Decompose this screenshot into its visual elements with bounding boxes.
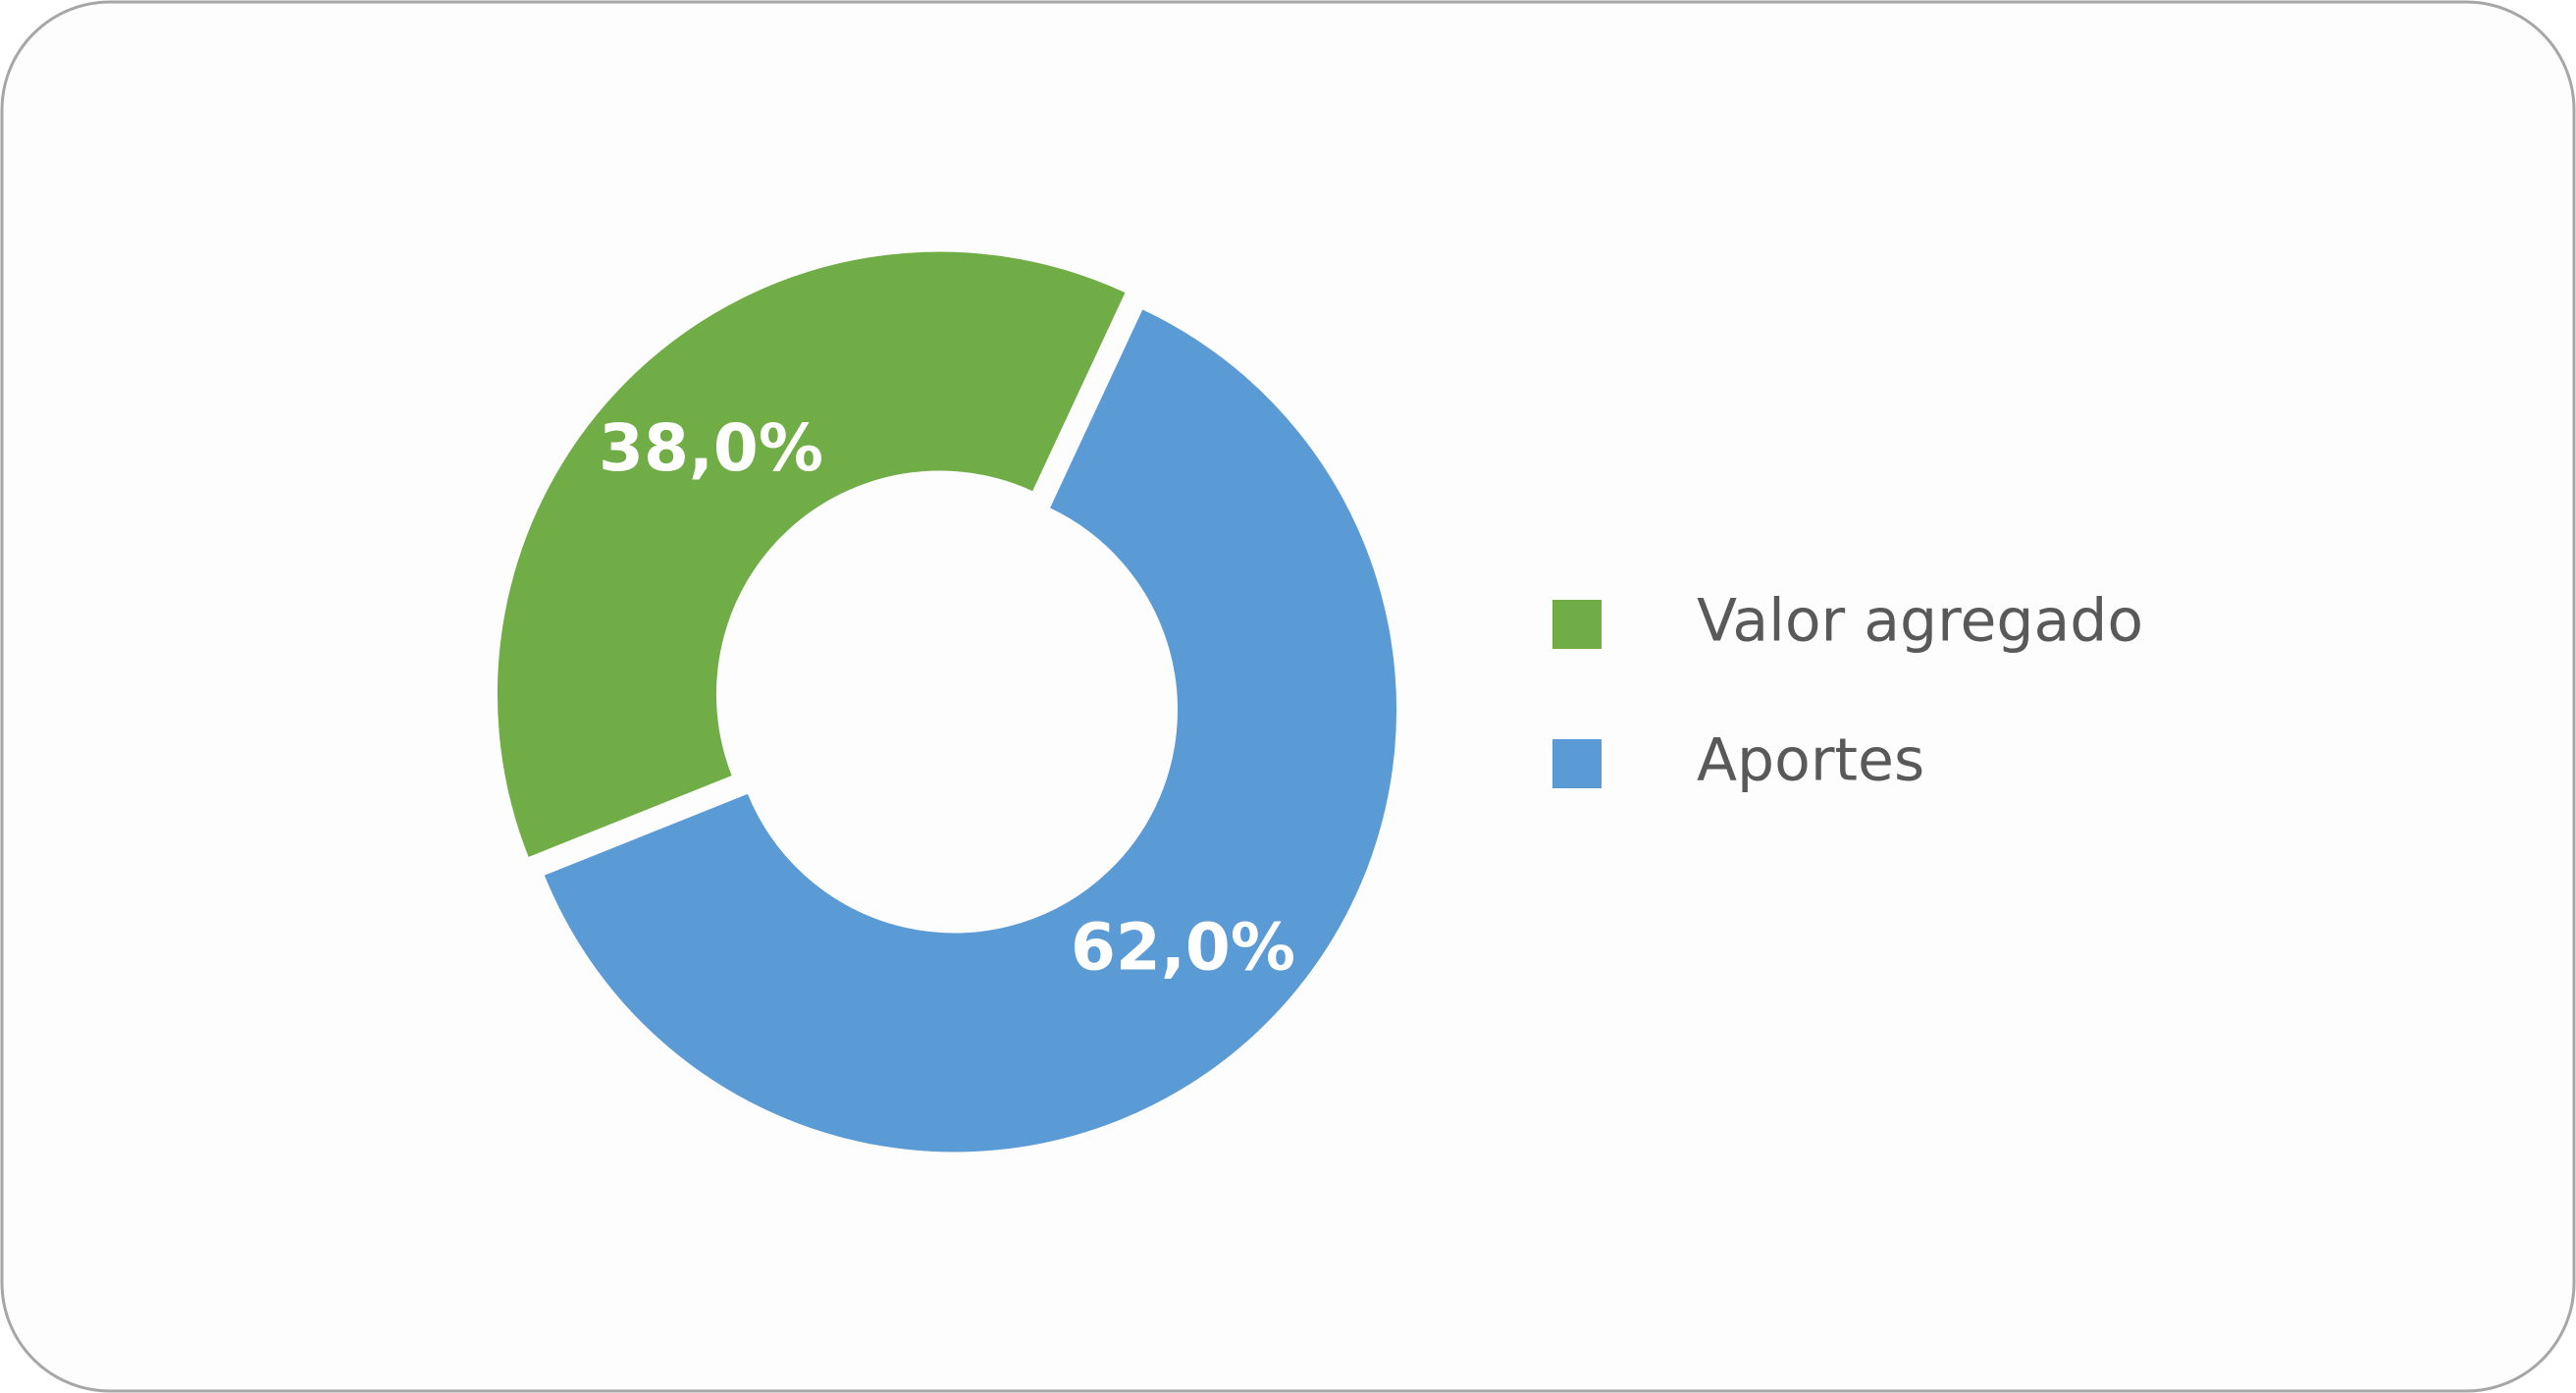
slice bbox=[494, 248, 1130, 861]
legend-swatch bbox=[1552, 600, 1602, 649]
legend-label: Valor agregado bbox=[1697, 587, 2143, 656]
slice bbox=[540, 305, 1400, 1155]
legend-label: Aportes bbox=[1697, 726, 1924, 795]
value-label: 62,0% bbox=[1071, 909, 1295, 985]
legend-swatch bbox=[1552, 739, 1602, 788]
value-label: 38,0% bbox=[599, 410, 823, 486]
